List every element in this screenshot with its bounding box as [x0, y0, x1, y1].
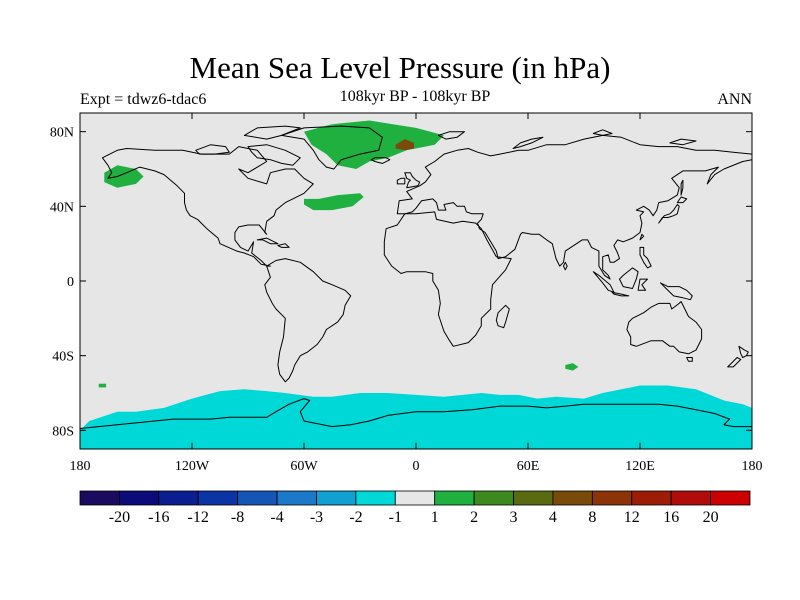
- chart-title: Mean Sea Level Pressure (in hPa): [189, 50, 611, 85]
- anomaly-layer: [80, 120, 752, 449]
- coastline-victoria-island: [195, 144, 230, 155]
- coastline-greenland: [281, 125, 383, 170]
- coastline-australia: [626, 301, 703, 355]
- colorbar-swatch: [552, 490, 593, 506]
- coastline-philippines: [639, 246, 652, 269]
- colorbar-swatch: [513, 490, 554, 506]
- colorbar-swatch: [591, 490, 633, 506]
- coastline-sulawesi: [637, 278, 648, 291]
- coastline-svalbard: [437, 131, 465, 140]
- colorbar-label: -3: [310, 509, 323, 526]
- colorbar-swatch: [276, 490, 317, 506]
- coastline-novaya-zemlya: [512, 136, 544, 149]
- coastline-south-america: [264, 258, 352, 383]
- coastline-taiwan: [639, 233, 645, 241]
- x-tick-label: 0: [413, 459, 420, 474]
- colorbar-swatch: [473, 490, 514, 506]
- colorbar-swatch: [394, 490, 436, 506]
- colorbar-label: -4: [270, 509, 283, 526]
- anomaly-southern-ocean-negative: [80, 385, 752, 449]
- coastline-madagascar: [495, 304, 510, 329]
- anomaly-south-indian-positive: [565, 363, 579, 371]
- colorbar-label: -20: [109, 509, 130, 526]
- colorbar: -20 -16 -12 -8 -4 -3 -2 -1 1 2 3 4 8 12 16 20: [79, 490, 751, 526]
- colorbar-label: 8: [588, 509, 596, 526]
- y-tick-label: 80S: [52, 424, 74, 439]
- x-tick-label: 60E: [517, 459, 540, 474]
- coastline-severnaya-zemlya: [592, 129, 613, 136]
- coastline-japan: [658, 204, 680, 224]
- colorbar-swatch: [158, 490, 199, 506]
- colorbar-swatch: [631, 490, 672, 506]
- colorbar-label: 1: [431, 509, 439, 526]
- coastline-layer: [80, 125, 752, 449]
- colorbar-label: -1: [389, 509, 402, 526]
- period-subtitle: 108kyr BP - 108kyr BP: [339, 88, 491, 105]
- coastline-new-siberian-islands: [669, 138, 697, 146]
- x-tick-label: 120W: [175, 459, 210, 474]
- coastline-north-america: [101, 146, 314, 267]
- anomaly-north-pacific-positive: [104, 165, 144, 188]
- colorbar-label: 3: [510, 509, 518, 526]
- axis-layer: 180 120W 60W 0 60E 120E 180 80N 40N 0 40S 80S: [50, 113, 763, 474]
- y-tick-label: 40N: [50, 200, 74, 215]
- experiment-label: Expt = tdwz6-tdac6: [80, 91, 207, 108]
- coastline-sakhalin: [680, 179, 684, 196]
- x-tick-label: 180: [70, 459, 91, 474]
- anomaly-north-atlantic-positive: [304, 193, 364, 211]
- colorbar-swatch: [434, 490, 475, 506]
- y-tick-label: 40S: [52, 350, 74, 365]
- coastline-ireland: [396, 177, 406, 185]
- anomaly-arctic-strong-positive: [395, 139, 415, 151]
- coastline-hispaniola: [277, 243, 290, 248]
- coastline-cuba: [256, 237, 279, 245]
- colorbar-swatch: [79, 490, 120, 506]
- y-tick-label: 0: [67, 275, 74, 290]
- coastline-baffin-island: [247, 144, 301, 166]
- coastline-ellesmere-island: [243, 125, 301, 140]
- coastline-java: [611, 291, 630, 297]
- coastline-great-britain: [404, 172, 421, 189]
- coastline-hokkaido: [676, 196, 688, 204]
- colorbar-label: 12: [624, 509, 640, 526]
- colorbar-label: 16: [663, 509, 679, 526]
- colorbar-label: 20: [703, 509, 719, 526]
- x-tick-label: 180: [742, 459, 763, 474]
- coastline-sri-lanka: [563, 261, 568, 271]
- colorbar-label: 4: [549, 509, 557, 526]
- colorbar-label: 2: [470, 509, 478, 526]
- coastline-iceland: [370, 157, 391, 164]
- coastline-new-guinea: [660, 282, 693, 301]
- colorbar-swatch: [197, 490, 239, 506]
- colorbar-label: -16: [148, 509, 169, 526]
- colorbar-swatch: [237, 490, 278, 506]
- colorbar-swatch: [316, 490, 357, 506]
- season-label: ANN: [717, 91, 752, 108]
- colorbar-label: -8: [231, 509, 244, 526]
- x-tick-label: 120E: [625, 459, 655, 474]
- colorbar-swatch: [355, 490, 396, 506]
- coastline-antarctica-coast: [80, 398, 752, 449]
- coastline-new-zealand-south: [727, 357, 742, 368]
- y-tick-label: 80N: [50, 126, 74, 141]
- colorbar-swatch: [710, 490, 751, 506]
- anomaly-arctic-greenland-positive: [304, 120, 444, 169]
- colorbar-label: -2: [349, 509, 362, 526]
- coastline-africa: [383, 211, 512, 347]
- colorbar-swatch: [119, 490, 160, 506]
- colorbar-swatch: [670, 490, 711, 506]
- colorbar-label: -12: [188, 509, 209, 526]
- x-tick-label: 60W: [290, 459, 318, 474]
- coastline-borneo: [619, 267, 639, 289]
- anomaly-south-pacific-small-positive: [98, 383, 107, 388]
- coastline-tasmania: [686, 357, 693, 362]
